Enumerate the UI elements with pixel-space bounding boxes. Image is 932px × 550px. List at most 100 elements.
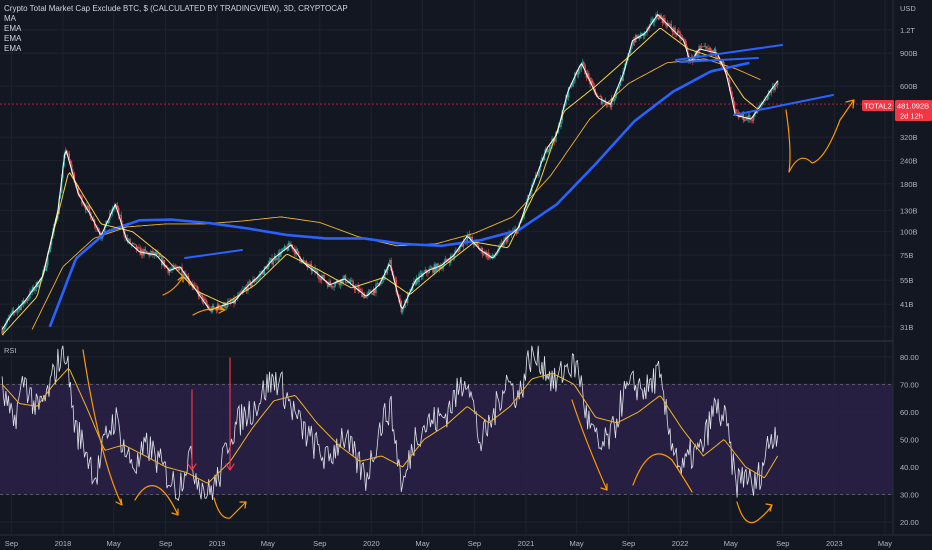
candle-body xyxy=(750,119,752,120)
candle-body xyxy=(26,298,29,301)
candle-body xyxy=(709,48,712,52)
candle-body xyxy=(751,119,754,121)
candle-body xyxy=(185,274,187,280)
indicator-ema-3[interactable]: EMA xyxy=(4,44,22,53)
candle-body xyxy=(349,280,352,283)
candle-body xyxy=(206,304,209,307)
candle-body xyxy=(173,265,176,267)
candle-body xyxy=(31,286,34,293)
candle-body xyxy=(529,190,532,196)
candle-body xyxy=(323,275,325,281)
candle-body xyxy=(77,185,79,194)
candle-body xyxy=(15,311,17,313)
rsi-tick-label: 60.00 xyxy=(900,408,919,417)
candle-body xyxy=(613,97,615,102)
candle-body xyxy=(144,249,147,251)
candle-body xyxy=(427,272,429,274)
candle-body xyxy=(744,120,746,122)
candle-body xyxy=(683,38,685,40)
time-tick-label: 2020 xyxy=(363,539,380,548)
candle-body xyxy=(107,219,110,224)
candle-body xyxy=(401,308,404,313)
candle-body xyxy=(491,254,494,257)
candle-body xyxy=(285,245,287,248)
candle-body xyxy=(508,233,510,237)
price-tick-label: 180B xyxy=(900,180,918,189)
candle-body xyxy=(671,28,674,33)
candle-body xyxy=(268,260,271,264)
candle-body xyxy=(346,282,348,283)
candle-body xyxy=(314,267,316,273)
candle-body xyxy=(25,300,27,302)
candle-body xyxy=(579,68,581,71)
candle-body xyxy=(327,282,329,287)
candle-body xyxy=(438,265,441,270)
candle-body xyxy=(138,247,140,248)
rsi-line xyxy=(1,345,779,502)
candle-body xyxy=(583,61,585,66)
rsi-arrow-4 xyxy=(571,399,608,491)
candle-body xyxy=(49,245,51,252)
candle-body xyxy=(263,266,266,275)
trendline-support xyxy=(733,94,834,116)
candle-body xyxy=(178,267,181,271)
candle-body xyxy=(669,24,671,25)
candle-body xyxy=(69,160,72,165)
candle-body xyxy=(651,18,653,21)
candle-body xyxy=(159,256,162,258)
candle-body xyxy=(429,268,432,269)
indicator-ema-2[interactable]: EMA xyxy=(4,34,22,43)
candle-body xyxy=(567,87,570,98)
candle-body xyxy=(763,101,765,103)
candle-body xyxy=(451,255,453,257)
price-tick-label: 1.2T xyxy=(900,26,915,35)
candle-body xyxy=(28,297,30,299)
annotation-layer xyxy=(82,44,855,524)
candle-body xyxy=(588,73,590,78)
candle-body xyxy=(44,268,46,271)
trendline-top-lower xyxy=(679,57,759,63)
candle-body xyxy=(7,317,10,319)
time-axis[interactable]: Sep 2018 May Sep 2019 May Sep 2020 May Sep 2021 May… xyxy=(5,539,893,548)
candle-body xyxy=(282,248,285,250)
candle-body xyxy=(447,260,449,262)
candle-body xyxy=(457,250,460,252)
chart-title[interactable]: Crypto Total Market Cap Exclude BTC, $ (… xyxy=(4,4,348,13)
candle-body xyxy=(482,254,485,255)
candle-body xyxy=(657,17,660,20)
candle-body xyxy=(372,289,375,295)
candle-body xyxy=(248,281,250,283)
candle-body xyxy=(3,326,6,330)
candle-body xyxy=(202,298,205,302)
candle-body xyxy=(281,248,283,252)
candle-body xyxy=(150,250,153,253)
candle-body xyxy=(315,271,318,273)
candle-body xyxy=(87,205,89,208)
candle-body xyxy=(631,44,633,49)
candle-body xyxy=(163,260,166,267)
time-tick-label: Sep xyxy=(468,539,481,548)
candle-body xyxy=(11,310,13,313)
candle-body xyxy=(280,251,282,257)
candle-body xyxy=(67,153,69,155)
candle-body xyxy=(83,204,86,207)
candle-body xyxy=(660,14,662,18)
time-tick-label: May xyxy=(878,539,892,548)
candle-body xyxy=(547,150,550,152)
indicator-ema-1[interactable]: EMA xyxy=(4,24,22,33)
price-axis[interactable]: 1.2T 900B 600B 320B 240B 180B 130B 100B 75B 55B 41… xyxy=(900,26,918,332)
price-badge-value: 481.092B xyxy=(897,102,929,111)
candle-body xyxy=(500,242,503,245)
price-axis-background xyxy=(893,0,932,550)
indicator-ma[interactable]: MA xyxy=(4,14,16,23)
candle-body xyxy=(332,287,334,288)
candle-body xyxy=(494,255,496,258)
symbol-badge-text: TOTAL2 xyxy=(864,102,892,111)
candle-body xyxy=(650,20,652,25)
rsi-axis[interactable]: 80.00 70.00 60.00 50.00 40.00 30.00 20.00 xyxy=(900,353,919,527)
candle-body xyxy=(128,239,130,242)
candle-body xyxy=(182,273,185,276)
candle-body xyxy=(242,289,244,292)
candle-body xyxy=(176,266,178,268)
